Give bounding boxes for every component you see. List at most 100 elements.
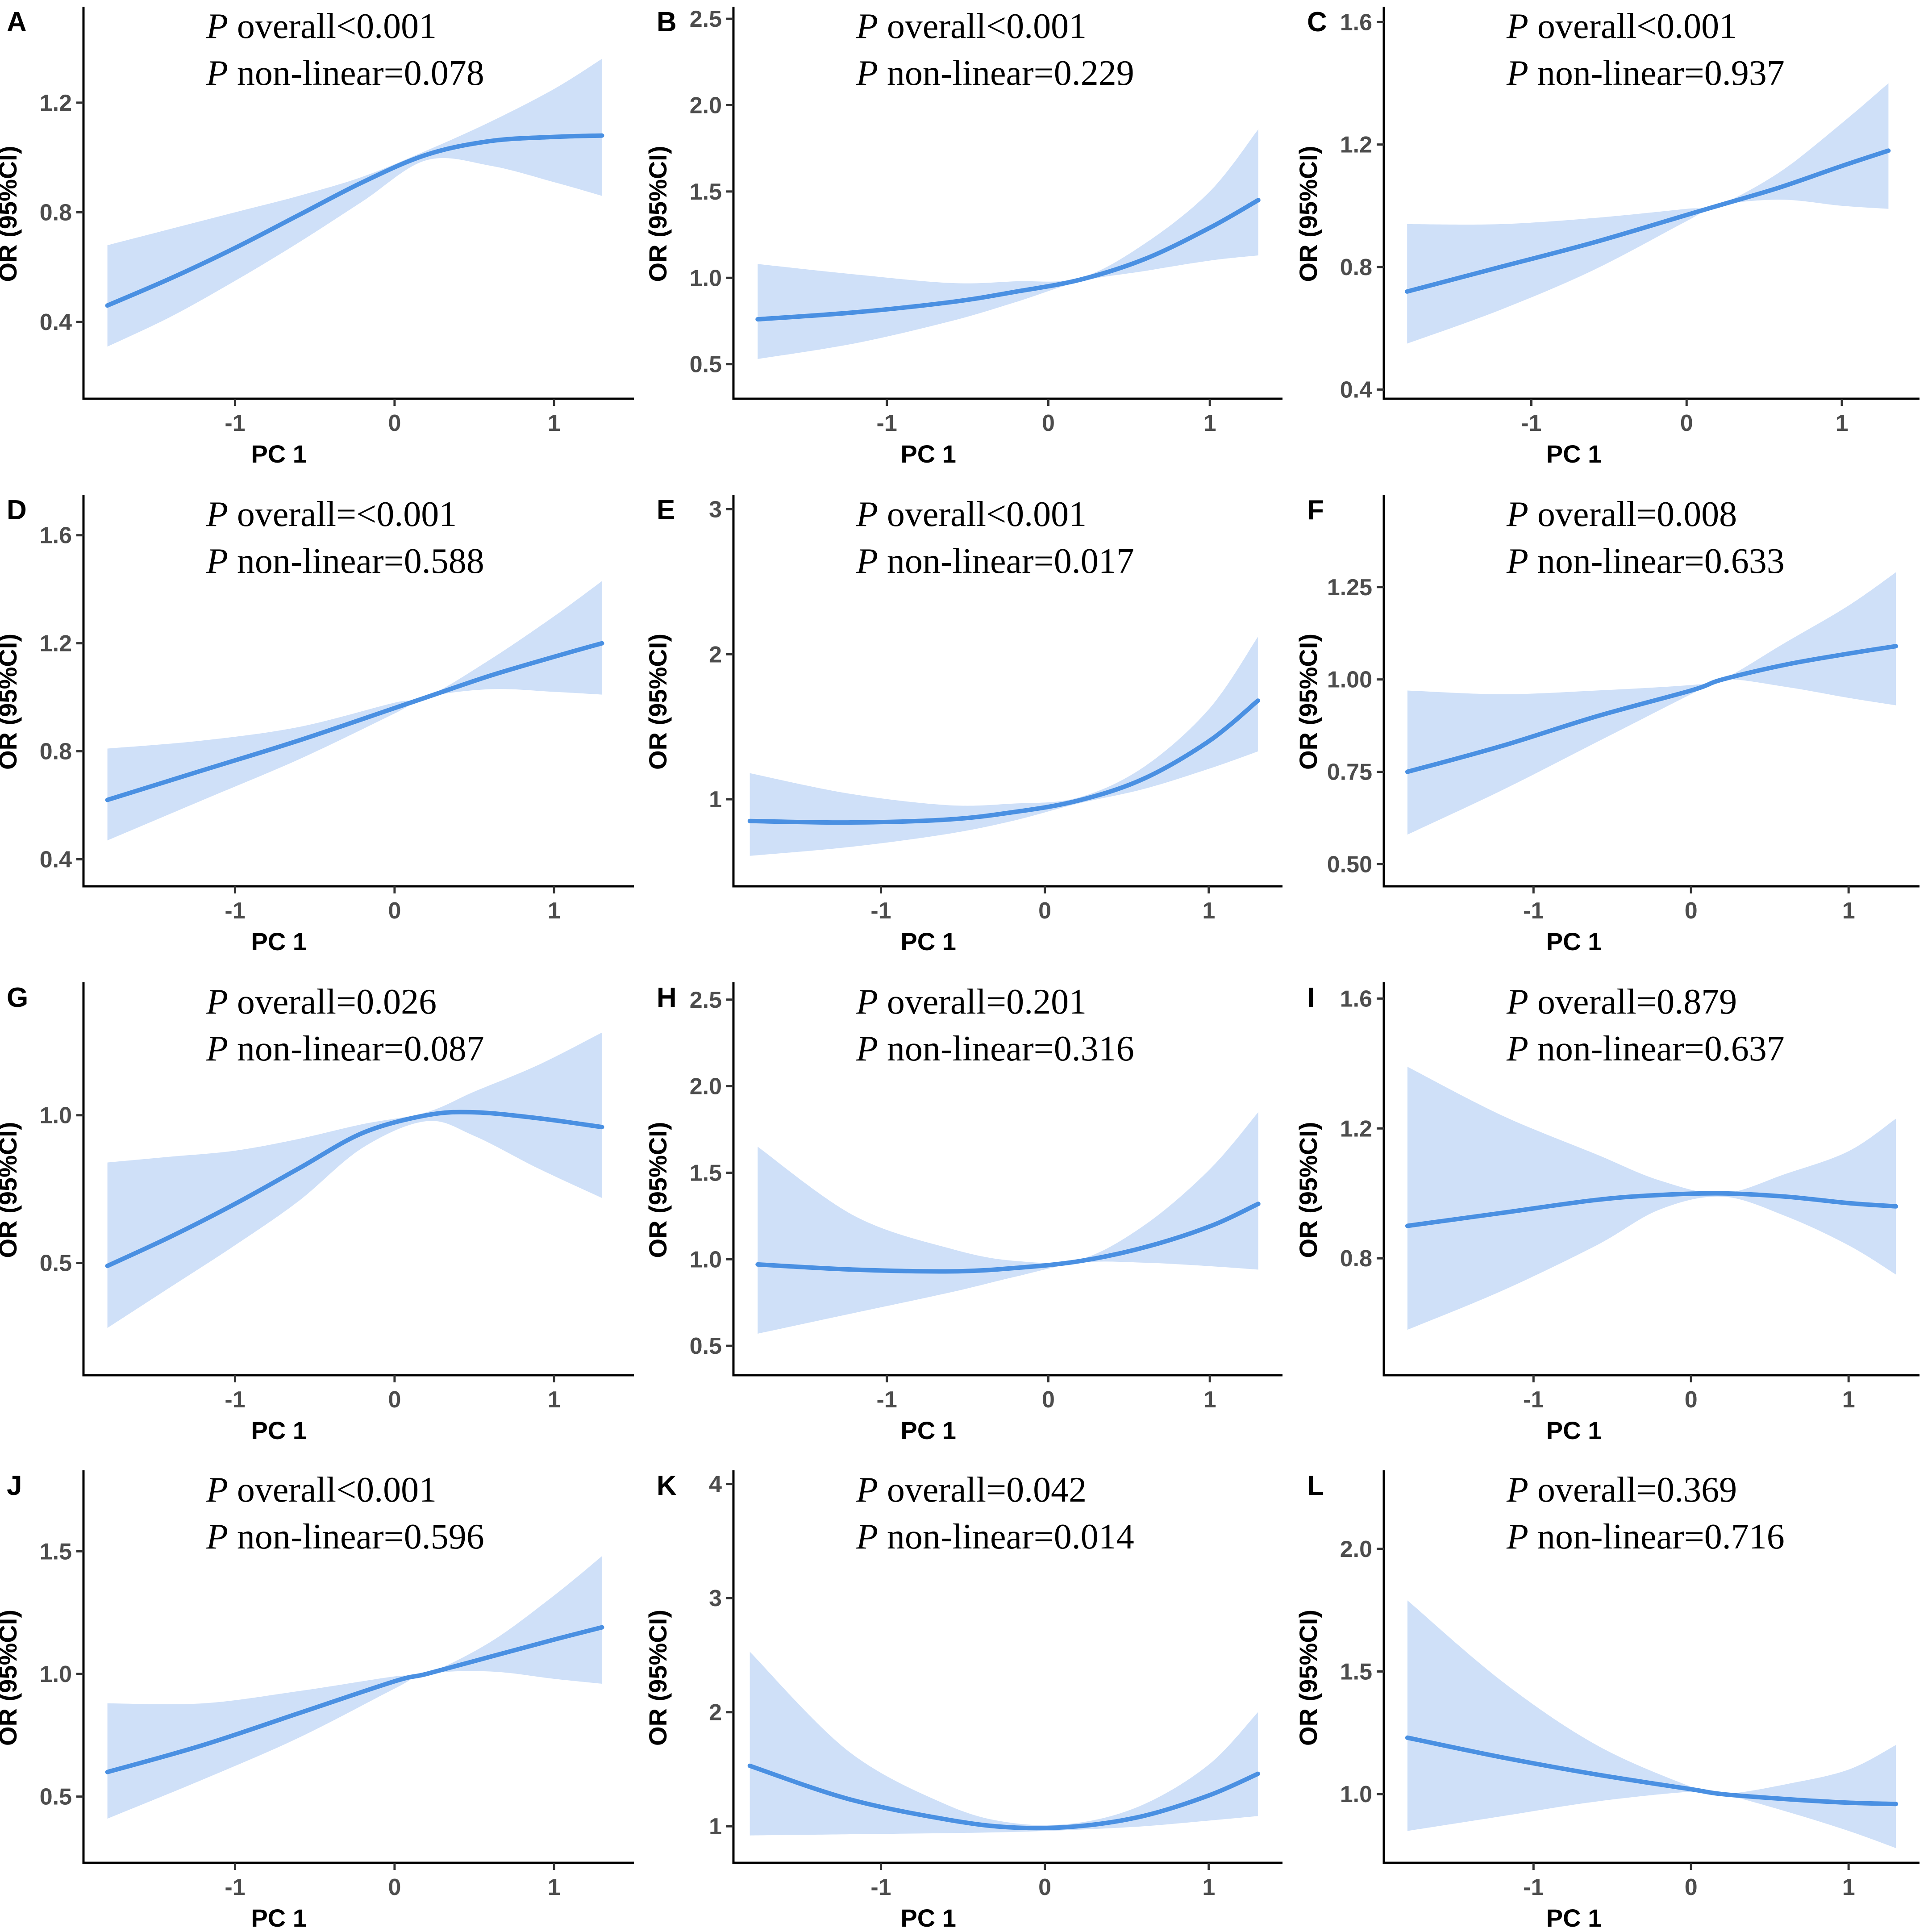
p-value-text: non-linear=0.014 — [878, 1517, 1134, 1557]
x-axis-title: PC 1 — [1546, 1416, 1602, 1444]
y-tick-label: 2 — [709, 642, 722, 668]
panel-letter: A — [7, 7, 27, 38]
p-symbol: P — [1506, 982, 1528, 1022]
p-value-text: non-linear=0.596 — [228, 1517, 484, 1557]
x-tick-label: 1 — [1202, 1874, 1215, 1900]
p-value-text: overall<0.001 — [878, 495, 1087, 534]
x-tick-label: -1 — [1523, 1874, 1544, 1900]
y-axis-title: OR (95%CI) — [644, 634, 672, 770]
panel-b: -1 0 1 0.5 1.0 1.5 2.0 2.5 PC 1 OR (95%CI) B P over… — [644, 6, 1282, 468]
or-curve-line — [105, 1110, 604, 1269]
or-curve-line — [755, 198, 1261, 322]
y-axis-title: OR (95%CI) — [0, 634, 22, 770]
y-tick-label: 2.0 — [690, 92, 722, 118]
y-axis-title: OR (95%CI) — [644, 1610, 672, 1746]
x-tick-label: -1 — [870, 898, 891, 924]
p-symbol: P — [1506, 54, 1528, 93]
x-tick-label: 1 — [1842, 898, 1855, 924]
p-overall-annotation: P overall<0.001 — [1506, 7, 1737, 46]
x-tick-label: -1 — [1523, 1387, 1544, 1413]
p-symbol: P — [206, 982, 228, 1022]
x-tick-label: 0 — [1038, 1874, 1051, 1900]
p-symbol: P — [856, 1517, 878, 1557]
p-overall-annotation: P overall<0.001 — [856, 7, 1087, 46]
ci-band — [107, 1032, 602, 1328]
y-axis-title: OR (95%CI) — [1294, 1610, 1322, 1746]
y-tick-label: 0.5 — [40, 1784, 72, 1810]
x-tick-label: -1 — [870, 1874, 891, 1900]
p-overall-annotation: P overall<0.001 — [206, 7, 437, 46]
p-symbol: P — [1506, 1470, 1528, 1510]
p-nonlinear-annotation: P non-linear=0.716 — [1506, 1517, 1785, 1557]
ci-band — [1407, 1600, 1896, 1848]
y-tick-label: 0.8 — [1340, 255, 1372, 280]
y-axis-title: OR (95%CI) — [1294, 146, 1322, 282]
p-overall-annotation: P overall=0.008 — [1506, 495, 1737, 534]
p-symbol: P — [206, 542, 228, 581]
or-curve-line — [105, 641, 604, 802]
x-tick-label: 1 — [548, 1387, 561, 1413]
p-value-text: overall<0.001 — [228, 1470, 437, 1510]
p-value-text: overall=<0.001 — [228, 495, 457, 534]
x-tick-label: 1 — [548, 1874, 561, 1900]
p-overall-annotation: P overall=0.026 — [206, 982, 437, 1022]
x-axis-title: PC 1 — [900, 1904, 956, 1928]
x-tick-label: 0 — [388, 410, 401, 436]
x-tick-label: 0 — [388, 898, 401, 924]
p-symbol: P — [856, 495, 878, 534]
panel-d: -1 0 1 0.4 0.8 1.2 1.6 PC 1 OR (95%CI) D P overall… — [0, 495, 634, 956]
ci-band — [758, 1112, 1258, 1334]
p-value-text: non-linear=0.229 — [878, 54, 1134, 93]
x-axis-title: PC 1 — [1546, 1904, 1602, 1928]
p-value-text: overall<0.001 — [1528, 7, 1737, 46]
x-tick-label: -1 — [877, 1387, 897, 1413]
x-tick-label: -1 — [225, 898, 245, 924]
y-tick-label: 0.5 — [690, 1333, 722, 1359]
panel-letter: K — [657, 1470, 677, 1501]
panel-letter: D — [7, 495, 27, 526]
p-value-text: non-linear=0.316 — [878, 1029, 1134, 1068]
p-nonlinear-annotation: P non-linear=0.937 — [1506, 54, 1785, 93]
p-symbol: P — [206, 1470, 228, 1510]
x-axis-title: PC 1 — [900, 440, 956, 468]
p-value-text: non-linear=0.017 — [878, 542, 1134, 581]
p-overall-annotation: P overall=0.201 — [856, 982, 1087, 1022]
y-tick-label: 1.6 — [40, 523, 72, 549]
panel-letter: J — [7, 1470, 22, 1501]
y-tick-label: 1.25 — [1327, 575, 1372, 601]
y-tick-label: 1.5 — [690, 1160, 722, 1186]
p-value-text: non-linear=0.633 — [1528, 542, 1785, 581]
p-overall-annotation: P overall=0.369 — [1506, 1470, 1737, 1510]
x-tick-label: 0 — [1680, 410, 1693, 436]
x-axis-title: PC 1 — [1546, 440, 1602, 468]
x-tick-label: 0 — [1038, 898, 1051, 924]
y-tick-label: 4 — [709, 1472, 722, 1498]
p-nonlinear-annotation: P non-linear=0.087 — [206, 1029, 484, 1068]
p-value-text: overall=0.201 — [878, 982, 1087, 1022]
y-tick-label: 1.6 — [1340, 986, 1372, 1012]
x-tick-label: 1 — [1836, 410, 1849, 436]
p-overall-annotation: P overall=0.042 — [856, 1470, 1087, 1510]
p-nonlinear-annotation: P non-linear=0.316 — [856, 1029, 1134, 1068]
y-tick-label: 0.4 — [40, 309, 72, 335]
or-curve-line — [1405, 1735, 1899, 1807]
y-tick-label: 0.8 — [40, 739, 72, 765]
panel-letter: B — [657, 7, 677, 38]
p-symbol: P — [1506, 1029, 1528, 1068]
y-tick-label: 1.0 — [40, 1661, 72, 1687]
x-tick-label: 1 — [548, 410, 561, 436]
ci-band — [1407, 83, 1889, 344]
y-axis-title: OR (95%CI) — [0, 146, 22, 282]
y-tick-label: 1.0 — [40, 1103, 72, 1129]
x-tick-label: -1 — [225, 1874, 245, 1900]
y-tick-label: 1.2 — [40, 90, 72, 116]
or-curve-line — [1405, 1191, 1899, 1228]
p-symbol: P — [856, 1029, 878, 1068]
or-curve-line — [1405, 148, 1891, 294]
y-tick-label: 0.50 — [1327, 851, 1372, 877]
p-overall-annotation: P overall<0.001 — [206, 1470, 437, 1510]
p-symbol: P — [206, 7, 228, 46]
ci-band — [758, 129, 1258, 359]
x-tick-label: 1 — [1842, 1387, 1855, 1413]
y-axis-title: OR (95%CI) — [644, 1122, 672, 1258]
